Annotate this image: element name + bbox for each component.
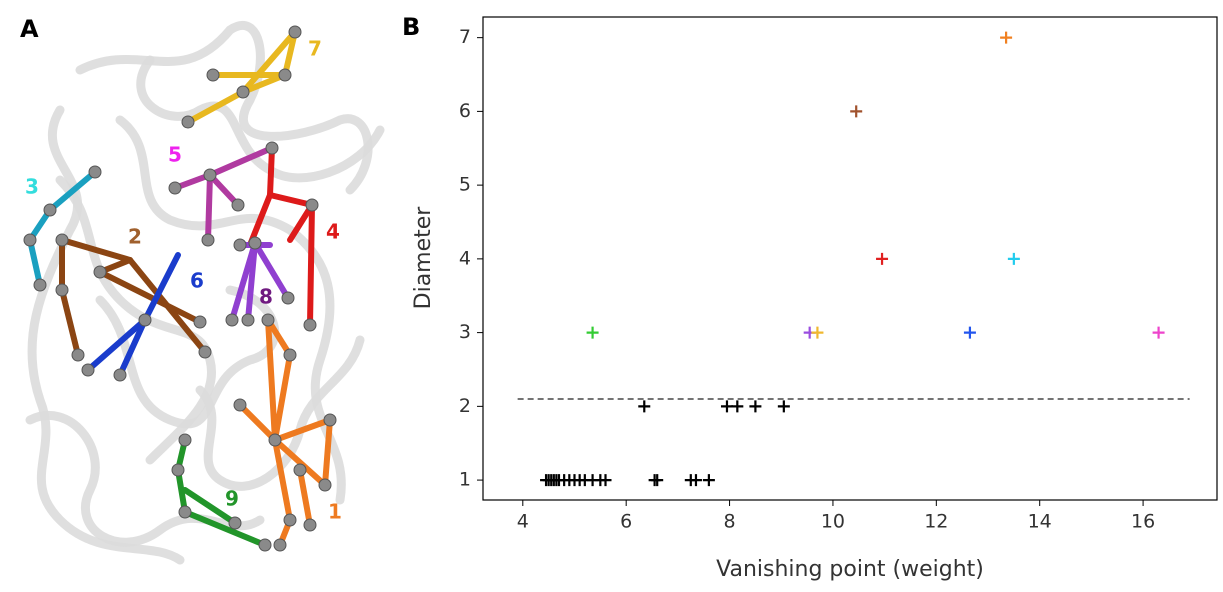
network-6 xyxy=(81,252,181,382)
x-tick-label: 4 xyxy=(517,511,529,533)
network-2 xyxy=(55,233,212,362)
network-label: 2 xyxy=(128,225,142,249)
network-7 xyxy=(181,25,302,129)
x-tick-label: 14 xyxy=(1028,511,1052,533)
network-label: 6 xyxy=(190,269,204,293)
y-tick-label: 2 xyxy=(459,395,471,417)
x-tick-label: 8 xyxy=(724,511,736,533)
network-4 xyxy=(247,141,319,332)
point xyxy=(599,474,612,487)
network-8 xyxy=(225,236,295,327)
point xyxy=(651,474,664,487)
x-tick-label: 10 xyxy=(821,511,845,533)
point xyxy=(1152,326,1165,339)
network-label: 1 xyxy=(328,500,342,524)
point xyxy=(1007,252,1020,265)
network-9 xyxy=(171,433,272,552)
y-tick-label: 6 xyxy=(459,100,471,122)
y-tick-label: 7 xyxy=(459,26,471,48)
y-axis-label: Diameter xyxy=(411,206,436,310)
point xyxy=(638,400,651,413)
network-3 xyxy=(23,165,102,292)
network-5 xyxy=(168,145,275,247)
y-tick-label: 1 xyxy=(459,469,471,491)
x-tick-label: 6 xyxy=(620,511,632,533)
network-label: 5 xyxy=(168,143,182,167)
panel-label: A xyxy=(20,15,39,43)
point xyxy=(749,400,762,413)
structure-panel: 1 2 3 4 5 6 7 8 9 xyxy=(23,21,385,565)
point xyxy=(731,400,744,413)
x-tick-label: 16 xyxy=(1131,511,1155,533)
point xyxy=(777,400,790,413)
panel-label: B xyxy=(402,13,420,41)
y-tick-label: 4 xyxy=(459,247,471,269)
point xyxy=(702,474,715,487)
point xyxy=(850,105,863,118)
y-tick-label: 5 xyxy=(459,174,471,196)
point xyxy=(876,252,889,265)
network-label: 4 xyxy=(326,220,340,244)
network-label: 3 xyxy=(25,175,39,199)
point xyxy=(811,326,824,339)
y-tick-label: 3 xyxy=(459,321,471,343)
plot-frame xyxy=(482,16,1218,501)
x-axis-label: Vanishing point (weight) xyxy=(716,557,984,582)
point xyxy=(586,326,599,339)
point xyxy=(963,326,976,339)
network-label: 9 xyxy=(225,487,239,511)
point xyxy=(720,400,733,413)
point xyxy=(1000,31,1013,44)
network-1 xyxy=(233,313,337,552)
point xyxy=(689,474,702,487)
network-label: 7 xyxy=(308,37,322,61)
x-tick-label: 12 xyxy=(924,511,948,533)
network-label: 8 xyxy=(259,285,273,309)
